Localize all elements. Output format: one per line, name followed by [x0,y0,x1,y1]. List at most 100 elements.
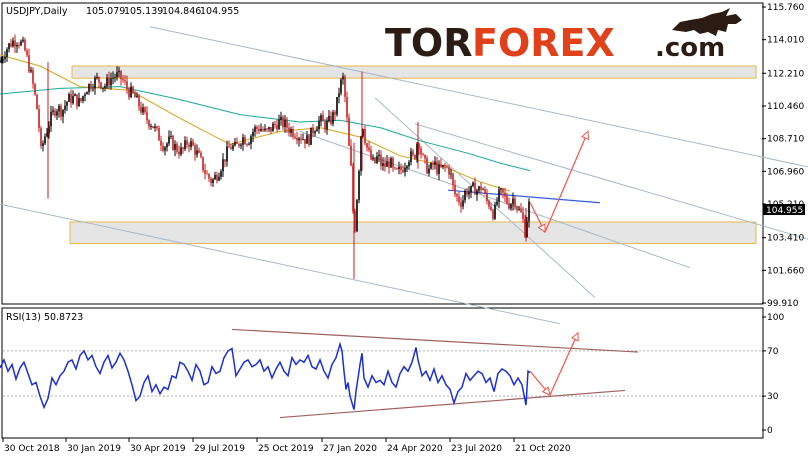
candle-body [116,72,118,78]
rsi-forecast-arrow-2-head [570,331,579,342]
candle-body [494,204,496,219]
candle-body [154,126,156,128]
candle-body [224,159,226,162]
candle-body [52,110,54,112]
candle-body [486,193,488,201]
time-tick-label: 30 Apr 2019 [130,444,186,454]
high-value: 105.139 [124,6,163,17]
candle-body [124,80,126,82]
candle-body [32,69,34,84]
candle-body [22,39,24,42]
candle-body [396,168,398,170]
rsi-header: RSI(13) 50.8723 [6,312,83,323]
candle-body [400,167,402,170]
candle-body [26,50,28,55]
candle-body [380,154,382,166]
candle-body [502,188,504,193]
candle-body [184,140,186,149]
candle-body [168,136,170,144]
logo-part-com: .com [655,33,725,63]
rsi-panel-frame [1,307,764,439]
candle-body [314,131,316,134]
candle-body [284,119,286,128]
candle-body [106,77,108,87]
candle-body [228,146,230,148]
candle-body [346,97,348,118]
candle-body [156,126,158,129]
candle-body [506,196,508,204]
candle-body [166,143,168,148]
candle-body [8,43,10,50]
price-tick-label: 112.210 [767,69,804,79]
candle-body [110,78,112,86]
candle-body [214,175,216,180]
price-tick-label: 115.760 [767,3,804,13]
candle-body [310,127,312,145]
candle-body [312,127,314,134]
candle-body [470,186,472,193]
candle-body [356,200,358,232]
candle-body [478,186,480,191]
candle-body [452,173,454,185]
candle-body [246,144,248,145]
candle-body [76,94,78,107]
candle-body [88,84,90,93]
candle-body [472,182,474,186]
candle-body [434,161,436,165]
candle-body [96,76,98,78]
candle-body [62,109,64,117]
candle-body [222,159,224,172]
candle-body [90,84,92,89]
candle-body [256,126,258,129]
candle-body [450,173,452,175]
candle-body [436,161,438,174]
candle-body [6,49,8,57]
candle-body [18,45,20,46]
candle-body [278,119,280,130]
candle-body [498,189,500,202]
candle-body [172,136,174,150]
candle-body [198,150,200,153]
candle-body [320,115,322,121]
candle-body [370,149,372,160]
candle-body [56,111,58,116]
candle-body [372,157,374,160]
candle-body [40,128,42,146]
candle-body [264,128,266,131]
candle-body [160,140,162,146]
candle-body [508,203,510,209]
price-plot [0,26,808,325]
candle-body [352,165,354,212]
candle-body [318,120,320,130]
price-trendline-3 [374,97,596,298]
candle-body [100,82,102,89]
candle-body [404,167,406,173]
candle-body [378,154,380,157]
candle-body [192,141,194,146]
candle-body [34,83,36,95]
candle-body [276,124,278,130]
low-value: 104.846 [162,6,201,17]
time-tick-label: 25 Oct 2019 [258,444,314,454]
candle-body [460,202,462,207]
candle-body [500,188,502,190]
candle-body [528,201,530,222]
candle-body [244,137,246,145]
candle-body [266,128,268,130]
candle-body [308,135,310,145]
candle-body [456,194,458,197]
candle-body [180,147,182,155]
candle-body [410,151,412,162]
candle-body [484,189,486,194]
candle-body [504,192,506,197]
candle-body [496,201,498,205]
candle-body [514,198,516,207]
candle-body [268,127,270,130]
candle-body [20,41,22,46]
candle-body [422,154,424,156]
candle-body [440,164,442,167]
candle-body [270,127,272,132]
rsi-tick-label: 30 [767,392,779,402]
candle-body [216,175,218,181]
candle-body [292,129,294,137]
